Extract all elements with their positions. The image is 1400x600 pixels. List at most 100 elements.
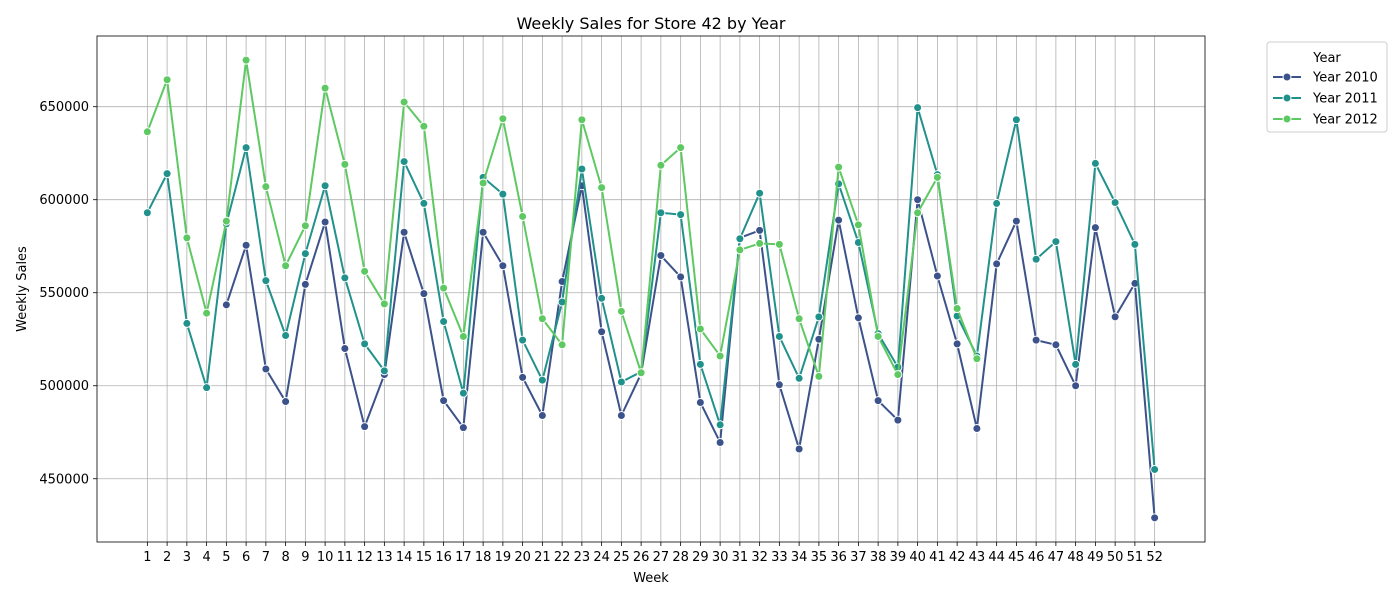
data-point [715, 351, 725, 361]
x-tick-label: 28 [672, 550, 689, 565]
x-tick-label: 51 [1127, 550, 1144, 565]
x-tick-label: 30 [712, 550, 729, 565]
x-tick-label: 17 [455, 550, 472, 565]
data-point [518, 335, 528, 345]
y-tick-label: 450000 [39, 472, 89, 487]
data-point [893, 370, 903, 380]
data-point [241, 240, 251, 250]
data-point [182, 233, 192, 243]
data-point [162, 75, 172, 85]
data-point [972, 424, 982, 434]
x-tick-label: 9 [301, 550, 309, 565]
x-tick-label: 45 [1008, 550, 1025, 565]
data-point [834, 215, 844, 225]
data-point [557, 340, 567, 350]
y-axis-ticks: 450000 500000 550000 600000 650000 [39, 100, 97, 487]
data-point [419, 198, 429, 208]
data-point [320, 181, 330, 191]
data-point [794, 314, 804, 324]
data-point [715, 420, 725, 430]
data-point [755, 225, 765, 235]
data-point [913, 208, 923, 218]
data-point [992, 259, 1002, 269]
data-point [537, 411, 547, 420]
data-point [399, 97, 409, 107]
x-tick-label: 36 [830, 550, 847, 565]
x-tick-label: 6 [242, 550, 250, 565]
data-point [913, 103, 923, 113]
x-tick-label: 11 [337, 550, 354, 565]
data-point [616, 377, 626, 387]
data-point [952, 339, 962, 349]
legend-box [1266, 41, 1388, 133]
data-point [656, 160, 666, 170]
data-point [1071, 359, 1081, 369]
x-tick-label: 24 [593, 550, 610, 565]
data-point [498, 189, 508, 199]
legend-item: Year 2011 [1273, 92, 1378, 107]
x-tick-label: 8 [281, 550, 289, 565]
data-point [518, 372, 528, 382]
data-point [202, 383, 212, 393]
x-tick-label: 22 [554, 550, 571, 565]
data-point [636, 368, 646, 378]
x-tick-label: 15 [416, 550, 433, 565]
x-tick-label: 49 [1087, 550, 1104, 565]
legend-swatch-marker [1282, 93, 1292, 103]
data-point [1051, 340, 1061, 350]
data-point [597, 183, 607, 193]
series-year-2011 [142, 103, 1160, 474]
data-point [873, 331, 883, 341]
data-point [1011, 115, 1021, 125]
x-tick-label: 47 [1048, 550, 1065, 565]
data-point [419, 121, 429, 131]
data-point [1110, 197, 1120, 207]
x-tick-label: 34 [791, 550, 808, 565]
x-tick-label: 38 [870, 550, 887, 565]
data-point [221, 216, 231, 226]
data-point [458, 331, 468, 341]
legend-swatch-marker [1282, 114, 1292, 124]
data-point [281, 397, 291, 407]
x-tick-label: 42 [949, 550, 966, 565]
data-point [1011, 216, 1021, 226]
data-point [597, 327, 607, 337]
data-point [695, 324, 705, 334]
series-line [146, 106, 1156, 470]
data-point [695, 397, 705, 407]
data-point [1031, 335, 1041, 345]
data-point [695, 359, 705, 369]
data-point [774, 380, 784, 390]
data-point [142, 127, 152, 137]
data-point [340, 273, 350, 283]
data-point [972, 354, 982, 364]
y-tick-label: 650000 [39, 100, 89, 115]
x-tick-label: 2 [163, 550, 171, 565]
data-point [676, 210, 686, 220]
data-point [1090, 158, 1100, 168]
data-point [577, 115, 587, 125]
data-point [221, 300, 231, 310]
x-tick-label: 20 [514, 550, 531, 565]
series-layer [142, 55, 1160, 523]
data-point [1031, 254, 1041, 264]
data-point [676, 143, 686, 153]
x-tick-label: 50 [1107, 550, 1124, 565]
x-tick-label: 10 [317, 550, 334, 565]
data-point [498, 114, 508, 124]
data-point [755, 188, 765, 198]
data-point [419, 289, 429, 299]
series-year-2010 [221, 181, 1160, 523]
data-point [439, 317, 449, 327]
data-point [814, 312, 824, 322]
x-tick-label: 19 [495, 550, 512, 565]
y-tick-label: 600000 [39, 193, 89, 208]
x-tick-label: 25 [613, 550, 630, 565]
x-tick-label: 16 [435, 550, 452, 565]
y-axis-title: Weekly Sales [15, 246, 30, 332]
y-tick-label: 500000 [39, 379, 89, 394]
data-point [439, 396, 449, 406]
data-point [360, 422, 370, 432]
data-point [537, 314, 547, 324]
